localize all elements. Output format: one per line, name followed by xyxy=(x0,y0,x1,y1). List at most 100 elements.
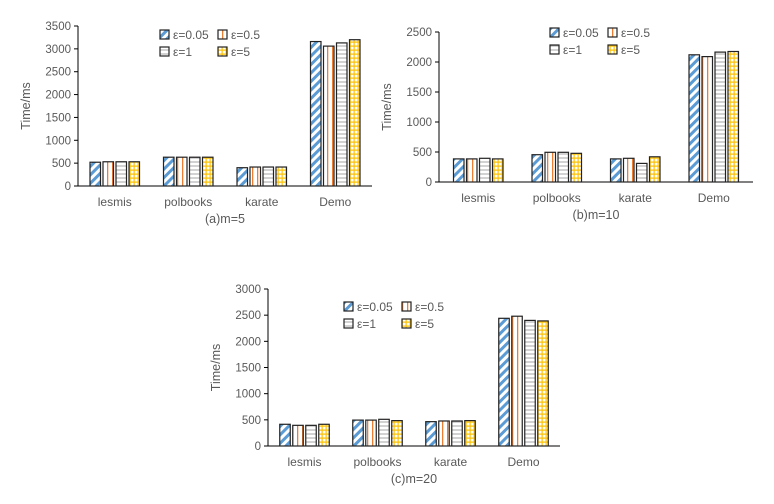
legend-label: ε=0.5 xyxy=(621,26,650,40)
bar-karate-0 xyxy=(609,158,622,183)
bar-Demo-3 xyxy=(348,39,361,187)
legend-label: ε=0.5 xyxy=(415,300,444,314)
y-tick-label: 500 xyxy=(413,147,432,159)
x-tick-label: Demo xyxy=(698,191,730,205)
bar-polbooks-1 xyxy=(365,419,377,447)
bar-lesmis-0 xyxy=(279,423,291,447)
x-tick-label: lesmis xyxy=(287,455,321,469)
chart-title: (a)m=5 xyxy=(205,212,245,226)
bar-polbooks-0 xyxy=(531,154,544,183)
y-tick-label: 0 xyxy=(65,181,71,193)
bar-lesmis-2 xyxy=(478,157,491,183)
bar-polbooks-2 xyxy=(188,156,201,187)
x-tick-label: karate xyxy=(245,195,279,209)
bar-lesmis-0 xyxy=(89,161,102,187)
legend-swatch xyxy=(217,29,228,40)
x-tick-label: lesmis xyxy=(98,195,132,209)
legend-swatch xyxy=(217,46,228,57)
legend-label: ε=1 xyxy=(357,317,376,331)
bar-polbooks-3 xyxy=(391,420,403,447)
bar-karate-0 xyxy=(425,421,437,447)
y-tick-label: 2500 xyxy=(235,310,261,322)
y-tick-label: 2000 xyxy=(406,57,432,69)
bar-lesmis-3 xyxy=(491,158,504,183)
bar-Demo-0 xyxy=(309,40,322,187)
legend-label: ε=0.05 xyxy=(563,26,599,40)
y-tick-label: 3000 xyxy=(235,284,261,296)
bar-karate-1 xyxy=(622,157,635,183)
y-tick-label: 1500 xyxy=(235,363,261,375)
x-tick-label: Demo xyxy=(507,455,539,469)
legend-swatch xyxy=(549,27,560,38)
y-tick-label: 0 xyxy=(255,441,261,453)
legend-label: ε=0.5 xyxy=(231,28,260,42)
bar-lesmis-1 xyxy=(292,424,304,447)
bar-Demo-2 xyxy=(335,42,348,187)
bar-lesmis-1 xyxy=(465,158,478,183)
bar-lesmis-3 xyxy=(318,423,330,447)
y-axis-label: Time/ms xyxy=(209,344,223,391)
y-tick-label: 2500 xyxy=(45,67,71,79)
y-tick-label: 3500 xyxy=(45,21,71,33)
bar-lesmis-3 xyxy=(128,161,141,187)
bar-karate-2 xyxy=(262,166,275,187)
x-tick-label: karate xyxy=(619,191,653,205)
bar-karate-3 xyxy=(275,166,288,187)
bar-lesmis-2 xyxy=(115,161,128,187)
bar-karate-3 xyxy=(464,420,476,447)
bar-lesmis-2 xyxy=(305,424,317,447)
y-tick-label: 500 xyxy=(52,158,71,170)
bar-karate-2 xyxy=(451,420,463,447)
bar-polbooks-2 xyxy=(378,418,390,447)
legend-label: ε=5 xyxy=(231,45,250,59)
legend-swatch xyxy=(159,29,170,40)
bar-karate-3 xyxy=(648,156,661,183)
y-tick-label: 1000 xyxy=(45,135,71,147)
bar-Demo-3 xyxy=(727,50,740,183)
bar-karate-2 xyxy=(635,162,648,183)
y-tick-label: 1500 xyxy=(45,112,71,124)
legend-swatch xyxy=(607,44,618,55)
bar-polbooks-2 xyxy=(557,151,570,183)
legend-swatch xyxy=(159,46,170,57)
y-tick-label: 1000 xyxy=(406,117,432,129)
x-tick-label: karate xyxy=(434,455,468,469)
chart-title: (c)m=20 xyxy=(391,472,437,486)
legend-swatch xyxy=(549,44,560,55)
bar-karate-1 xyxy=(438,420,450,447)
chart-b: 0 500 1000 1500 2000 2500 Time/ms lesmis polbook… xyxy=(380,26,753,222)
y-tick-label: 2000 xyxy=(235,336,261,348)
bar-karate-0 xyxy=(236,167,249,187)
bar-Demo-2 xyxy=(524,319,536,447)
legend-swatch xyxy=(401,301,412,312)
bar-polbooks-3 xyxy=(570,152,583,183)
y-axis-label: Time/ms xyxy=(380,83,394,130)
y-tick-label: 1500 xyxy=(406,87,432,99)
bar-polbooks-1 xyxy=(544,151,557,183)
legend-label: ε=1 xyxy=(173,45,192,59)
legend-swatch xyxy=(343,301,354,312)
bar-polbooks-0 xyxy=(352,419,364,447)
bar-karate-1 xyxy=(249,166,262,187)
bar-lesmis-0 xyxy=(452,158,465,183)
y-tick-label: 0 xyxy=(426,177,432,189)
bar-polbooks-0 xyxy=(162,156,175,187)
legend-label: ε=5 xyxy=(621,43,640,57)
bar-Demo-1 xyxy=(701,55,714,183)
legend-label: ε=1 xyxy=(563,43,582,57)
chart-c: 0 500 1000 1500 2000 2500 3000 Time/ms lesmis pol… xyxy=(209,284,560,486)
x-tick-label: lesmis xyxy=(461,191,495,205)
x-tick-label: polbooks xyxy=(164,195,212,209)
bar-polbooks-1 xyxy=(175,156,188,187)
bar-Demo-0 xyxy=(688,54,701,183)
bar-Demo-1 xyxy=(511,315,523,447)
bar-Demo-1 xyxy=(322,45,335,187)
legend-label: ε=0.05 xyxy=(357,300,393,314)
x-tick-label: polbooks xyxy=(353,455,401,469)
legend-swatch xyxy=(343,318,354,329)
y-tick-label: 500 xyxy=(242,415,261,427)
y-tick-label: 2500 xyxy=(406,27,432,39)
chart-a: 0 500 1000 1500 2000 2500 3000 3500 Time/ms lesmi… xyxy=(19,21,372,226)
y-axis-label: Time/ms xyxy=(19,82,33,129)
